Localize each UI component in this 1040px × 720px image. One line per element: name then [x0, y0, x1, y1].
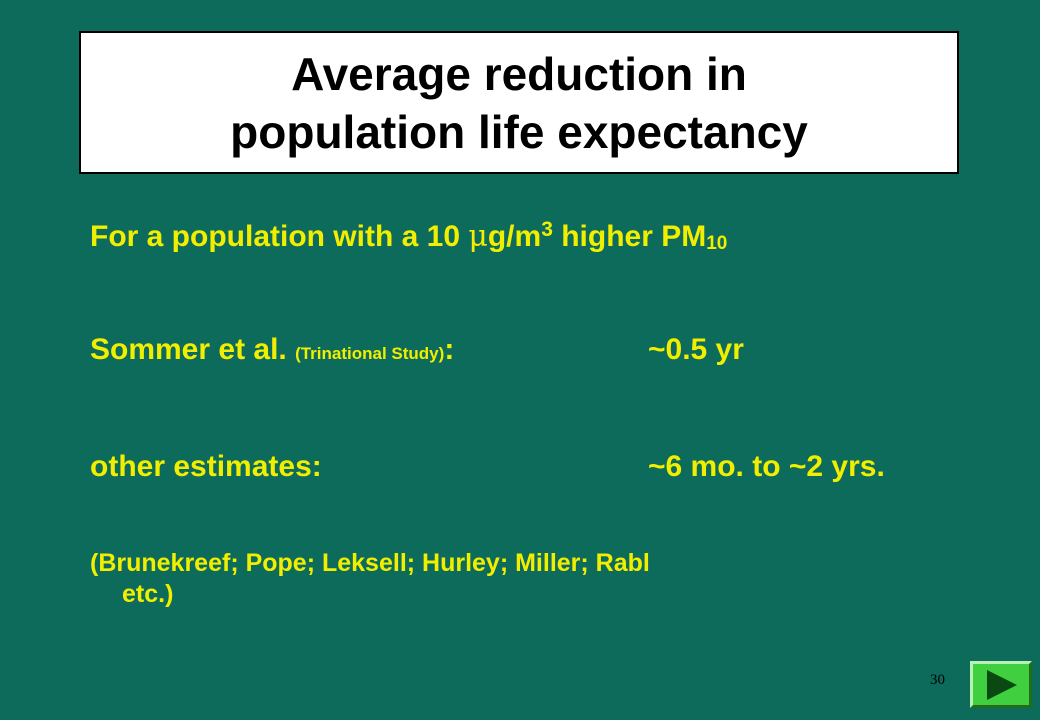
- references-line-1: (Brunekreef; Pope; Leksell; Hurley; Mill…: [90, 549, 650, 577]
- intro-prefix: For a population with a 10: [90, 220, 469, 253]
- other-estimates-value: ~6 mo. to ~2 yrs.: [648, 450, 885, 483]
- title-box: Average reduction in population life exp…: [79, 31, 959, 174]
- next-slide-button[interactable]: [970, 661, 1032, 708]
- intro-suffix: higher PM: [552, 220, 707, 253]
- unit-text: g/m: [487, 220, 542, 253]
- slide-title-line-2: population life expectancy: [230, 105, 808, 158]
- study-value: ~0.5 yr: [648, 333, 744, 366]
- mu-symbol: μ: [468, 219, 488, 254]
- play-right-icon: [987, 669, 1017, 700]
- pm-subscript: 10: [706, 233, 728, 254]
- study-label: Sommer et al. (Trinational Study):: [90, 333, 454, 367]
- references-line-2: etc.): [122, 580, 174, 608]
- study-colon: :: [444, 333, 455, 366]
- population-condition: For a population with a 10 μg/m3 higher …: [90, 218, 727, 255]
- study-detail: (Trinational Study): [295, 344, 445, 363]
- other-estimates-label: other estimates:: [90, 450, 322, 483]
- slide-title-line-1: Average reduction in: [291, 47, 747, 100]
- references: (Brunekreef; Pope; Leksell; Hurley; Mill…: [90, 548, 970, 610]
- unit-superscript: 3: [541, 218, 553, 241]
- study-author: Sommer et al.: [90, 333, 296, 366]
- page-number: 30: [930, 672, 945, 688]
